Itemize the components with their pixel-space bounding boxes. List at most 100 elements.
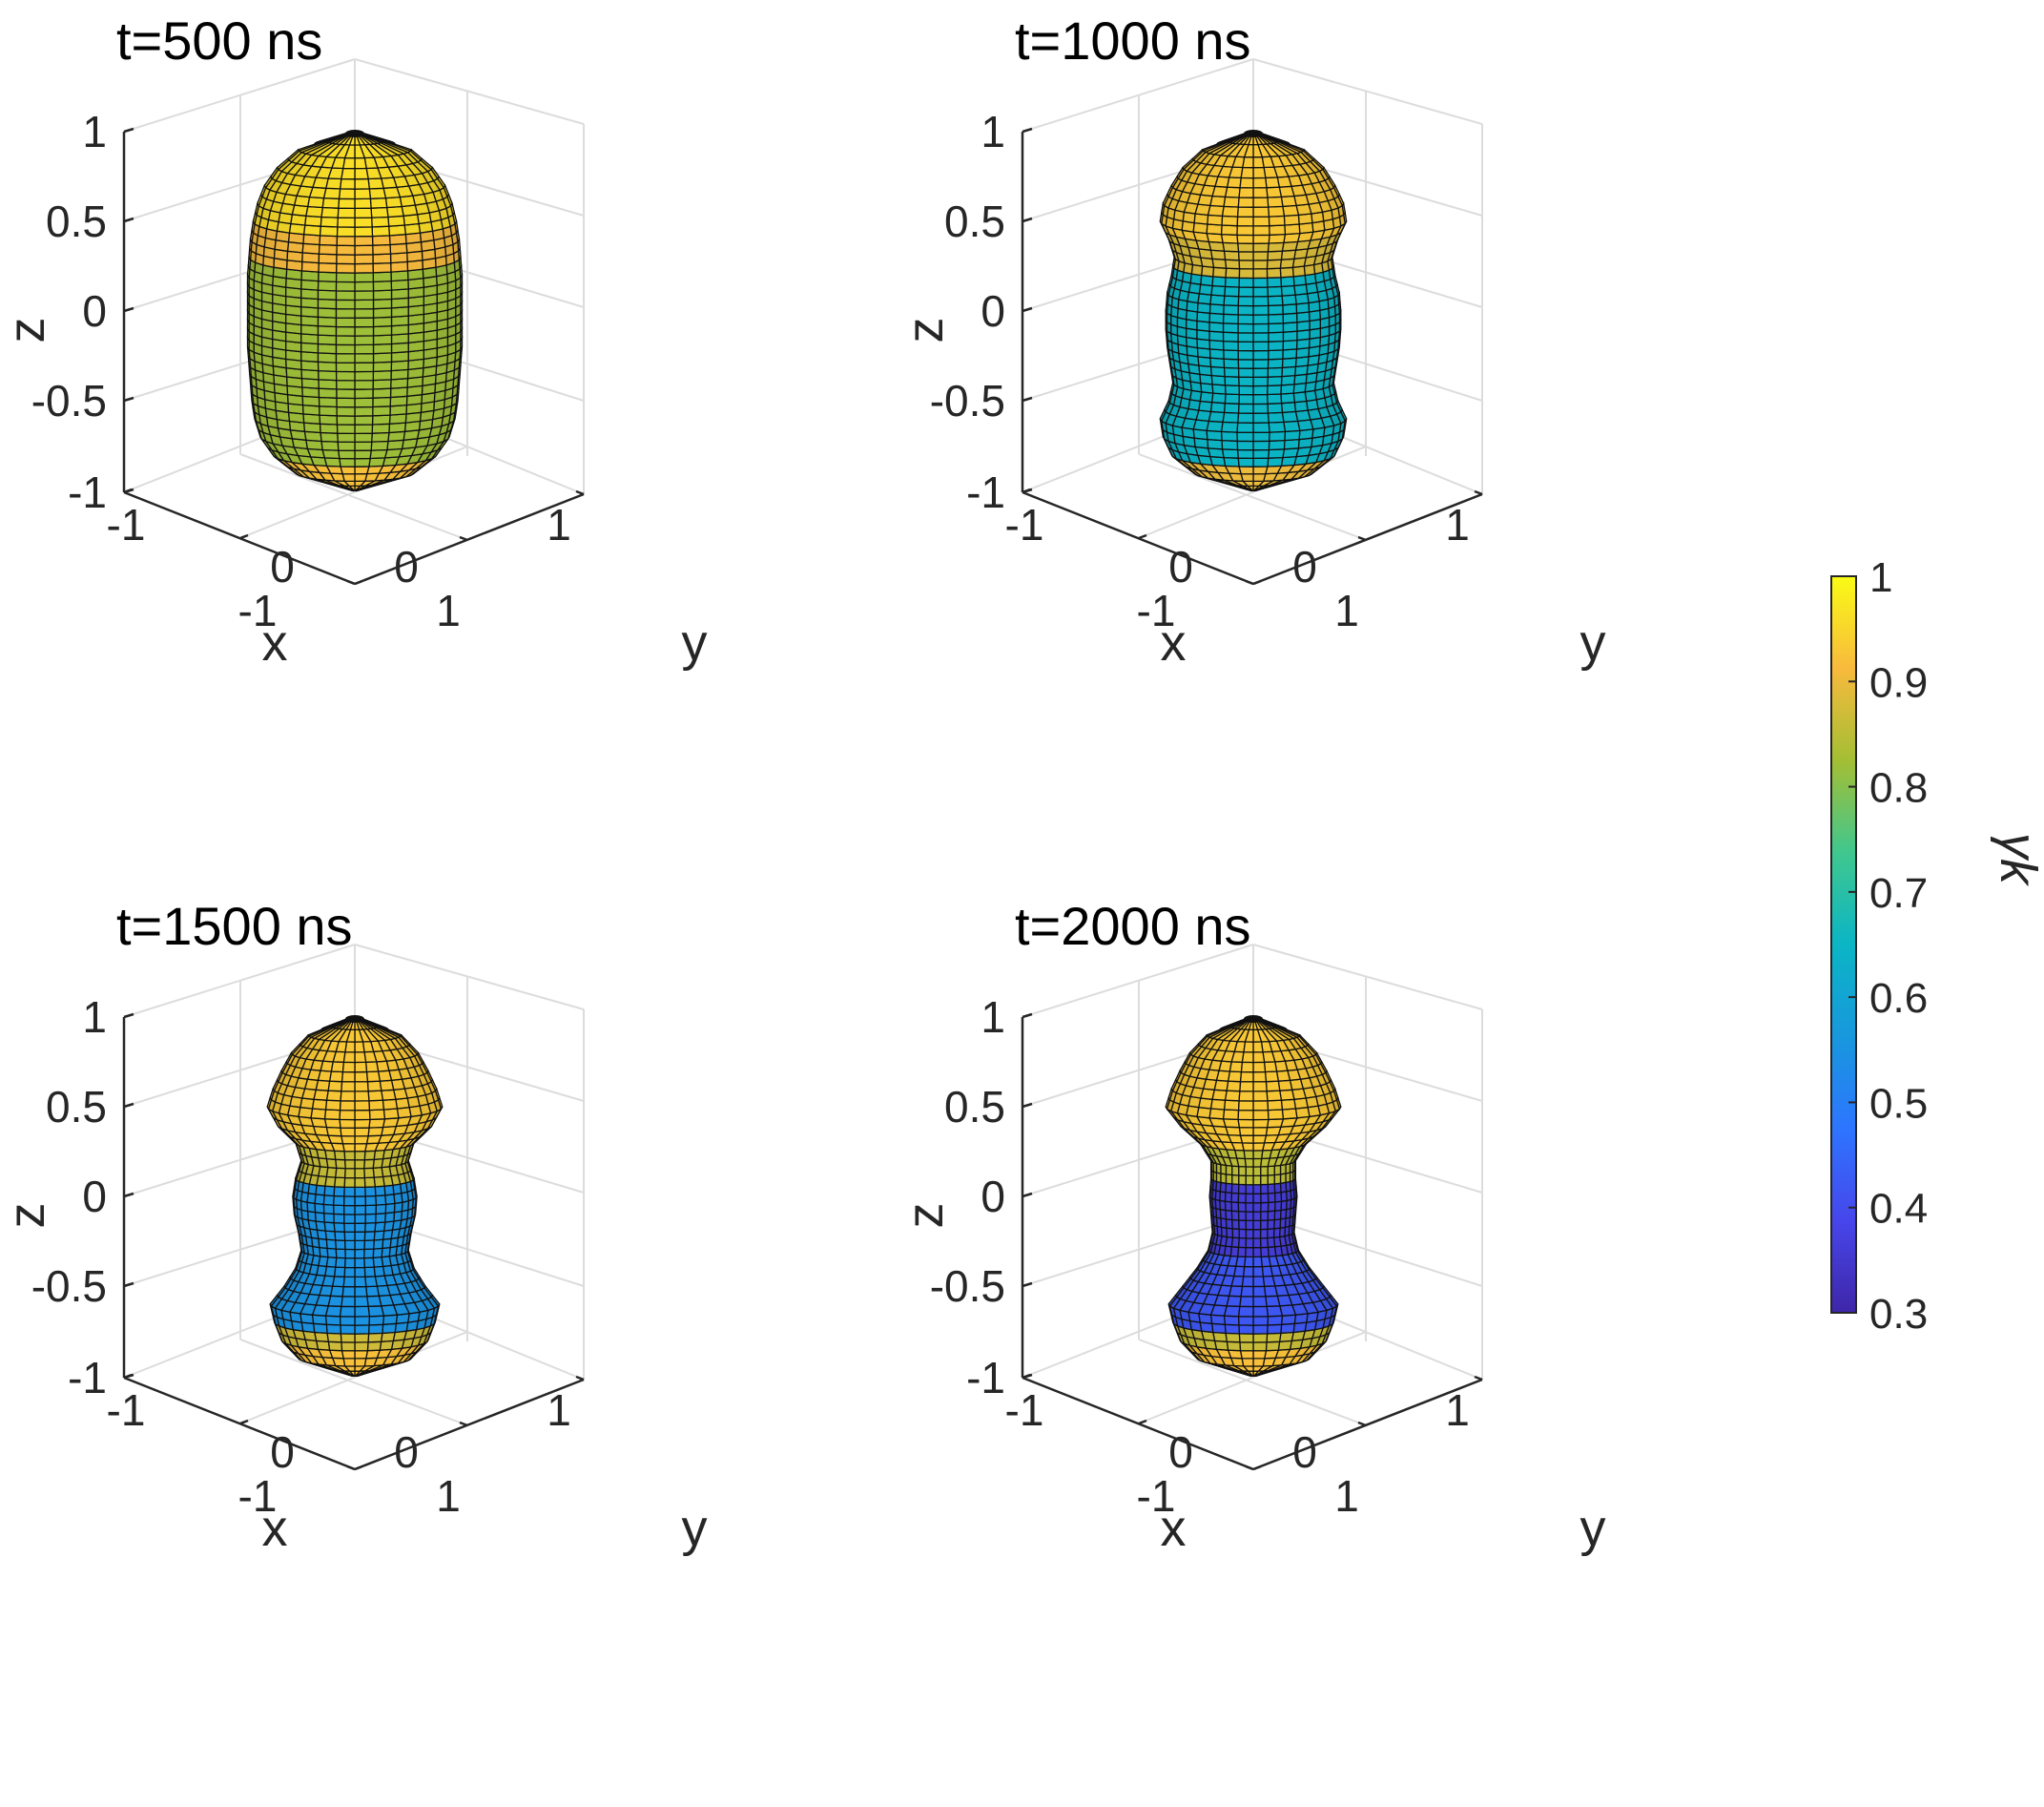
surface-patch [1252,286,1269,298]
surface-patch [336,415,356,426]
surface-patch [328,1070,344,1083]
surface-patch [1252,216,1270,227]
surface-patch [1267,1210,1276,1221]
surface-patch [1266,277,1283,288]
y-tick-label: 1 [1445,1385,1470,1435]
surface-patch [1222,322,1239,334]
surface-patch [373,1175,385,1188]
surface-patch [325,1126,342,1137]
surface-patch [354,1127,370,1137]
surface-patch [1252,1333,1269,1343]
surface-patch [354,1195,366,1207]
surface-patch [317,316,338,328]
surface-patch [382,1098,399,1111]
surface-patch [1210,392,1227,405]
surface-patch [367,1090,384,1102]
surface-patch [1220,421,1239,433]
surface-patch [354,217,373,228]
z-tick-label: -1 [966,1353,1005,1402]
surface-patch [334,1231,346,1241]
surface-patch [321,448,341,460]
surface-patch [1252,1041,1264,1053]
surface-patch [363,1266,377,1277]
surface-patch [1228,1285,1244,1298]
surface-patch [372,334,393,345]
surface-patch [363,1150,377,1161]
surface-patch [1209,294,1226,306]
surface-patch [326,1332,342,1343]
surface-patch [1267,1183,1276,1194]
surface-patch [1224,375,1240,387]
z-tick-label: -1 [966,467,1005,517]
z-tick-label: -0.5 [930,376,1005,426]
surface-patch [1265,1080,1281,1092]
surface-patch [354,472,368,483]
surface-patch [1283,438,1300,450]
surface-patch [1267,1218,1275,1231]
surface-patch [324,1265,337,1277]
surface-patch [354,1109,371,1121]
surface-patch [336,226,356,238]
surface-patch [1241,1050,1254,1064]
surface-patch [1238,187,1254,198]
surface-patch [1252,1316,1270,1326]
surface-patch [1252,1265,1265,1277]
axes-lines [122,1012,585,1471]
surface-patch [1239,1350,1254,1360]
surface-patch [1269,224,1287,236]
surface-patch [1237,251,1254,261]
surface-patch [1268,421,1287,433]
y-axis-label: y [1580,614,1606,672]
surface-patch [374,1221,386,1233]
surface-patch [354,1358,367,1367]
surface-patch [1222,331,1239,343]
surface-patch [335,317,356,328]
surface-patch [364,1222,377,1233]
surface-patch [354,1350,369,1360]
surface-patch [1237,304,1254,316]
surface-patch [1282,322,1298,333]
surface-patch [1237,1305,1254,1318]
surface-patch [323,1109,341,1121]
surface-patch [1252,403,1270,414]
surface-patch [365,1285,381,1298]
surface-patch [1215,1162,1222,1174]
surface-patch [1226,1227,1234,1238]
surface-patch [324,1230,337,1241]
surface-patch [373,1230,385,1241]
surface-patch [368,1315,385,1326]
surface-patch [1239,1296,1254,1308]
colorbar: 1 0.9 0.8 0.7 0.6 0.5 0.4 0.3 γk [1830,554,2044,1338]
surface-patch [344,1257,356,1269]
surface-patch [1266,1090,1283,1102]
surface-patch [335,362,356,373]
x-tick-label: -1 [1005,1385,1044,1435]
surface-patch [1279,1089,1295,1101]
surface-patch [384,1202,396,1215]
surface-patch [354,1070,369,1083]
surface-patch [314,1211,325,1223]
surface-patch [318,271,338,283]
surface-patch [354,1204,366,1215]
surface-patch [1237,1118,1254,1129]
surface-patch [1231,1218,1240,1231]
surface-patch [1285,1172,1291,1184]
surface-patch [368,1109,386,1121]
surface-patch [336,254,356,265]
surface-patch [335,353,356,363]
surface-patch [307,196,325,209]
surface-patch [1282,204,1300,218]
surface-patch [1280,402,1297,414]
surface-patch [1237,1236,1248,1249]
surface-patch [1252,156,1265,169]
x-tick-label: 0 [270,542,295,592]
surface-patch [1252,384,1269,396]
surface-patch [341,1070,356,1083]
surface-patch [318,396,338,408]
z-tick-label: 1 [82,992,107,1042]
surface-patch [314,1202,325,1215]
surface-patch [354,1316,371,1326]
colorbar-tick-label: 0.5 [1869,1080,1928,1127]
surface-patch [1252,349,1270,361]
surface-patch [1252,206,1270,218]
